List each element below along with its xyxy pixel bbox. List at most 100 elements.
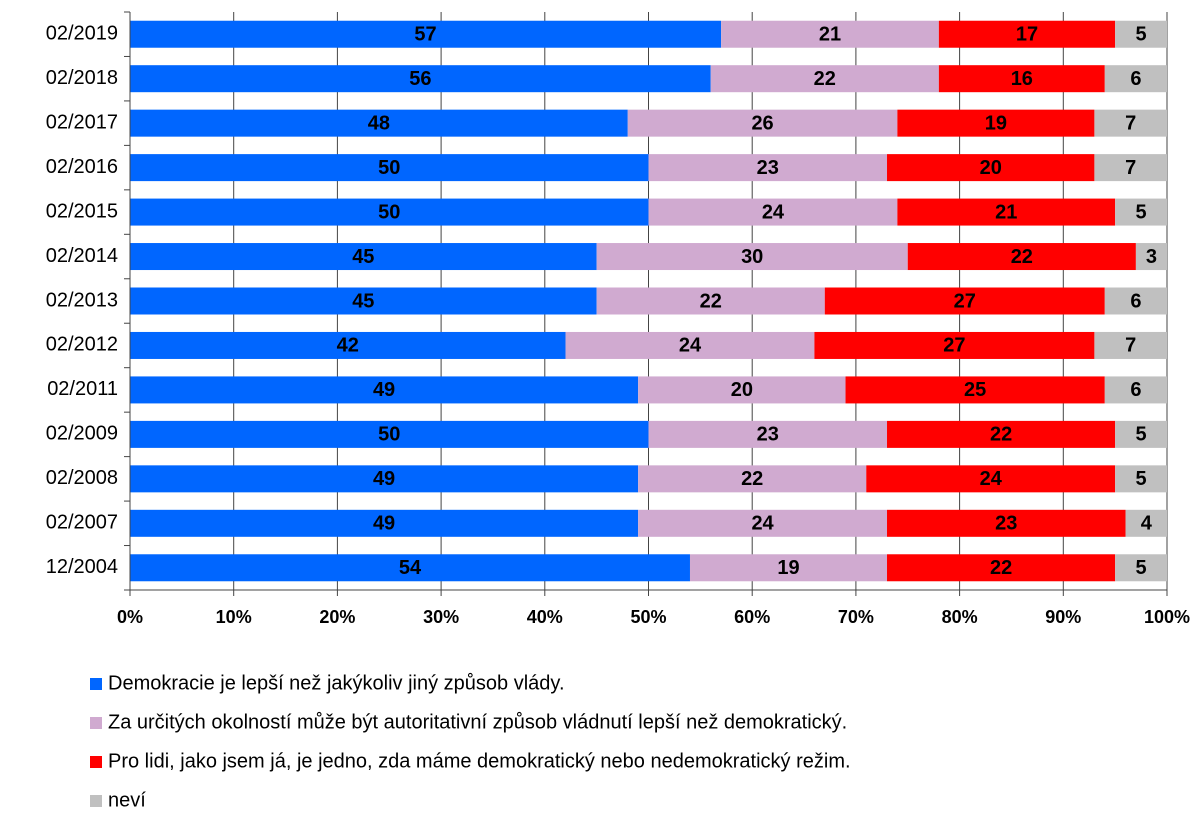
bar-segment — [130, 243, 597, 271]
legend-label: neví — [108, 789, 146, 811]
bar-segment — [638, 509, 888, 537]
data-label: 25 — [964, 379, 986, 401]
bar-segment — [130, 198, 649, 226]
bar-segment — [814, 331, 1095, 359]
bar-segment — [1104, 65, 1167, 93]
bar-segment — [130, 287, 597, 315]
bar-segment — [887, 420, 1116, 448]
data-label: 5 — [1136, 557, 1147, 579]
bar-segment — [648, 154, 888, 182]
bar-segment — [130, 65, 711, 93]
bar-segment — [938, 65, 1105, 93]
data-label: 17 — [1016, 24, 1038, 46]
bar-segment — [721, 20, 939, 48]
data-label: 24 — [679, 335, 702, 357]
bar-segment — [710, 65, 939, 93]
bar-segment — [130, 420, 649, 448]
bar-segment — [130, 465, 639, 493]
data-label: 4 — [1141, 513, 1153, 535]
data-label: 21 — [995, 201, 1017, 223]
data-label: 3 — [1146, 246, 1157, 268]
data-label: 6 — [1130, 379, 1141, 401]
data-label: 45 — [352, 290, 374, 312]
bar-segment — [130, 109, 628, 137]
data-label: 24 — [980, 468, 1003, 490]
bar-segment — [130, 20, 722, 48]
data-label: 22 — [741, 468, 763, 490]
legend-swatch — [90, 756, 102, 768]
bar-segment — [689, 554, 888, 582]
data-label: 22 — [990, 557, 1012, 579]
data-label: 19 — [777, 557, 799, 579]
legend-label: Demokracie je lepší než jakýkoliv jiný z… — [108, 672, 565, 694]
data-label: 42 — [337, 335, 359, 357]
data-label: 20 — [980, 157, 1002, 179]
data-label: 6 — [1130, 290, 1141, 312]
legend-label: Za určitých okolností může být autoritat… — [108, 711, 847, 733]
bar-segment — [1135, 243, 1167, 271]
y-tick-label: 02/2014 — [46, 245, 118, 267]
legend-label: Pro lidi, jako jsem já, je jedno, zda má… — [108, 750, 851, 772]
bar-segment — [897, 109, 1095, 137]
bar-segment — [596, 287, 825, 315]
data-label: 49 — [373, 379, 395, 401]
data-label: 22 — [700, 290, 722, 312]
bar-segment — [627, 109, 898, 137]
x-tick-label: 90% — [1045, 607, 1081, 627]
bar-segment — [1115, 554, 1167, 582]
x-tick-label: 100% — [1144, 607, 1190, 627]
data-label: 5 — [1136, 201, 1147, 223]
x-tick-label: 50% — [630, 607, 666, 627]
data-label: 22 — [814, 68, 836, 90]
legend-swatch — [90, 795, 102, 807]
bar-segment — [887, 509, 1126, 537]
y-tick-label: 02/2013 — [46, 289, 118, 311]
bar-segment — [887, 154, 1095, 182]
bar-segment — [907, 243, 1136, 271]
data-label: 7 — [1125, 335, 1136, 357]
data-label: 23 — [757, 424, 779, 446]
data-label: 16 — [1011, 68, 1033, 90]
data-label: 27 — [943, 335, 965, 357]
bar-segment — [845, 376, 1105, 404]
x-tick-label: 70% — [838, 607, 874, 627]
x-tick-label: 0% — [117, 607, 143, 627]
x-tick-label: 40% — [527, 607, 563, 627]
data-label: 50 — [378, 201, 400, 223]
data-label: 5 — [1136, 424, 1147, 446]
data-label: 24 — [751, 513, 774, 535]
data-label: 6 — [1130, 68, 1141, 90]
bar-segment — [1115, 420, 1167, 448]
legend-swatch — [90, 678, 102, 690]
bar-segment — [638, 376, 846, 404]
bar-segment — [1094, 154, 1167, 182]
data-label: 56 — [409, 68, 431, 90]
bar-segment — [648, 420, 888, 448]
bar-segment — [565, 331, 815, 359]
data-label: 26 — [751, 112, 773, 134]
y-tick-label: 02/2011 — [47, 378, 118, 400]
bar-segment — [1094, 109, 1167, 137]
data-label: 23 — [995, 513, 1017, 535]
data-label: 5 — [1136, 468, 1147, 490]
data-label: 7 — [1125, 112, 1136, 134]
data-label: 20 — [731, 379, 753, 401]
bar-segment — [638, 465, 867, 493]
data-label: 5 — [1136, 24, 1147, 46]
bar-segment — [1104, 287, 1167, 315]
data-label: 50 — [378, 424, 400, 446]
y-tick-label: 02/2019 — [46, 23, 118, 45]
data-label: 21 — [819, 24, 841, 46]
data-label: 19 — [985, 112, 1007, 134]
data-label: 22 — [1011, 246, 1033, 268]
y-tick-label: 12/2004 — [46, 556, 118, 578]
data-label: 23 — [757, 157, 779, 179]
bar-segment — [596, 243, 908, 271]
bar-segment — [130, 509, 639, 537]
data-label: 49 — [373, 468, 395, 490]
y-tick-label: 02/2018 — [46, 67, 118, 89]
y-tick-label: 02/2007 — [46, 512, 118, 534]
y-tick-label: 02/2015 — [46, 200, 118, 222]
data-label: 50 — [378, 157, 400, 179]
